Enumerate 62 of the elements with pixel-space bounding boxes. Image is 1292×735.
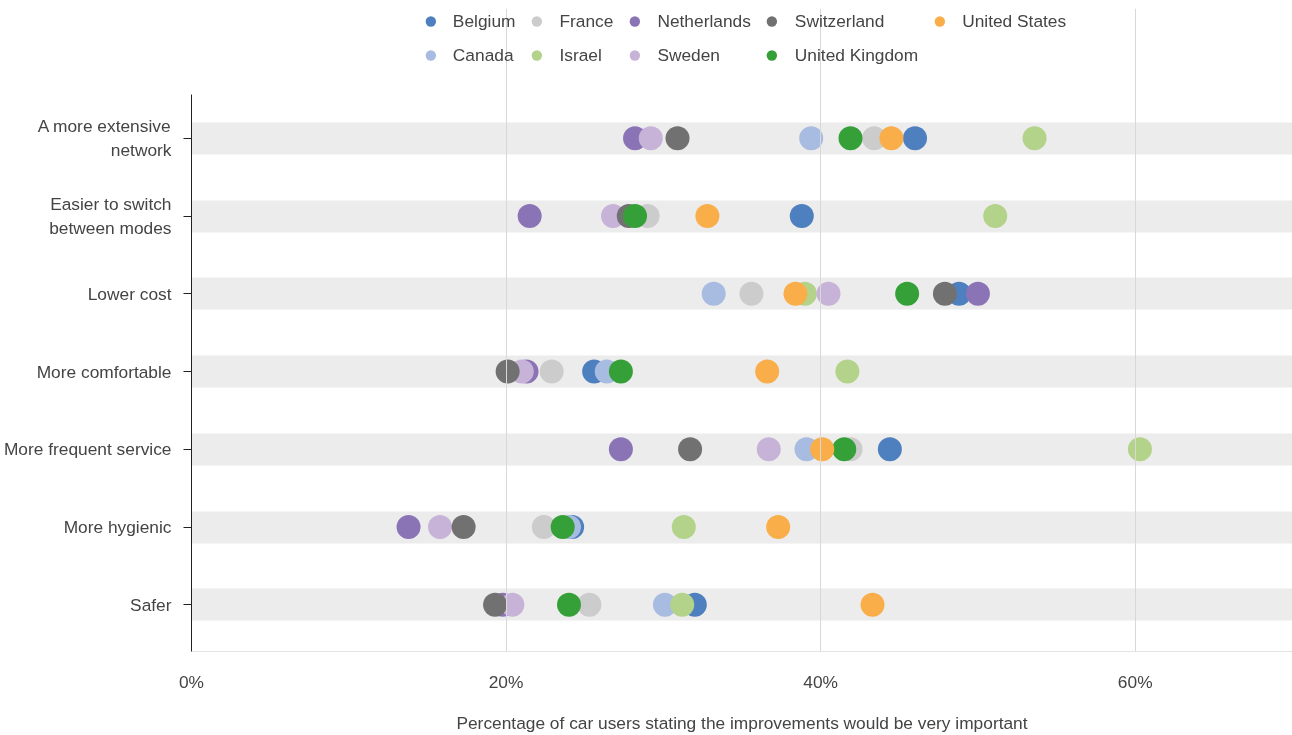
point (495, 359, 520, 384)
point (932, 281, 957, 306)
point (396, 515, 421, 540)
point (755, 359, 780, 384)
point (835, 359, 860, 384)
point (671, 515, 696, 540)
point (816, 281, 841, 306)
y-tick-label: More comfortable (36, 361, 172, 382)
y-tick-label: Easier to switch between modes (49, 194, 172, 239)
point (695, 204, 720, 229)
point (903, 126, 928, 151)
point (428, 515, 453, 540)
y-tick-label: Safer (130, 594, 172, 615)
point (623, 204, 648, 229)
point (965, 281, 990, 306)
point (517, 204, 542, 229)
point (877, 437, 902, 462)
point (701, 281, 726, 306)
point (838, 126, 863, 151)
point (766, 515, 791, 540)
point (550, 515, 575, 540)
point (539, 359, 564, 384)
point (860, 592, 885, 617)
point (789, 204, 814, 229)
legend-label: Switzerland (794, 10, 885, 32)
x-tick-label: 20% (488, 671, 524, 692)
point (1022, 126, 1047, 151)
y-tick-label: Lower cost (87, 283, 172, 304)
legend-label: Netherlands (657, 10, 751, 32)
x-tick-label: 0% (178, 671, 205, 692)
point (670, 592, 695, 617)
y-tick-label: More frequent service (3, 439, 172, 460)
point (451, 515, 476, 540)
point (556, 592, 581, 617)
point (608, 437, 633, 462)
y-tick-label: A more extensive network (37, 116, 172, 161)
point (1127, 437, 1152, 462)
legend-label: Israel (559, 44, 602, 66)
legend-label: France (559, 10, 614, 32)
point (665, 126, 690, 151)
legend-label: Sweden (657, 44, 721, 66)
point (577, 592, 602, 617)
point (799, 126, 824, 151)
point (638, 126, 663, 151)
x-tick-label: 60% (1117, 671, 1153, 692)
point (739, 281, 764, 306)
point (608, 359, 633, 384)
point (810, 437, 835, 462)
point (678, 437, 703, 462)
legend-label: United Kingdom (794, 44, 919, 66)
x-axis-title: Percentage of car users stating the improvements would be very important (456, 712, 1028, 733)
point (756, 437, 781, 462)
x-tick-label: 40% (803, 671, 838, 692)
legend-label: Belgium (452, 10, 516, 32)
point (895, 281, 920, 306)
y-tick-label: More hygienic (63, 517, 172, 538)
point (783, 281, 808, 306)
point (832, 437, 857, 462)
legend-label: Canada (452, 44, 514, 66)
point (983, 204, 1008, 229)
point (879, 126, 904, 151)
legend-label: United States (962, 10, 1067, 32)
